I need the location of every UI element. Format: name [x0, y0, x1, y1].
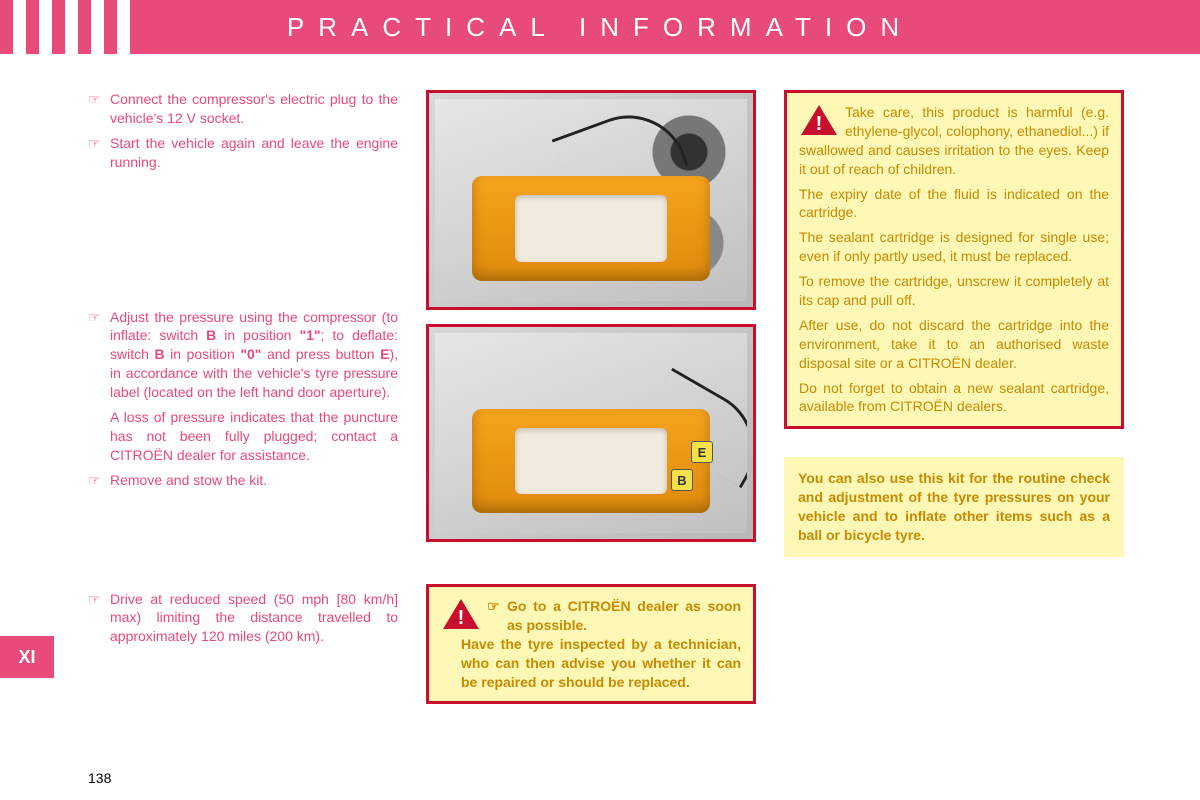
instruction-item: ☞ Adjust the pressure using the compress…	[88, 308, 398, 402]
figure-compressor-plug	[426, 90, 756, 310]
svg-text:!: !	[816, 113, 823, 135]
svg-text:!: !	[458, 607, 465, 629]
warning-paragraph: Do not forget to obtain a new sealant ca…	[799, 379, 1109, 417]
warning-paragraph: After use, do not discard the cartridge …	[799, 316, 1109, 373]
instruction-item: ☞ Connect the compressor's electric plug…	[88, 90, 398, 128]
right-column: ! Take care, this product is harmful (e.…	[784, 90, 1124, 760]
info-text: You can also use this kit for the routin…	[798, 470, 1110, 543]
instruction-text: Drive at reduced speed (50 mph [80 km/h]…	[110, 590, 398, 647]
warning-icon: !	[441, 597, 481, 631]
instruction-text: Start the vehicle again and leave the en…	[110, 134, 398, 172]
warning-paragraph: The sealant cartridge is designed for si…	[799, 228, 1109, 266]
pointer-icon: ☞	[88, 134, 110, 172]
pointer-icon: ☞	[88, 471, 110, 490]
content-area: ☞ Connect the compressor's electric plug…	[88, 90, 1140, 760]
warning-box-safety: ! Take care, this product is harmful (e.…	[784, 90, 1124, 429]
warning-icon: !	[799, 103, 839, 137]
left-column: ☞ Connect the compressor's electric plug…	[88, 90, 398, 760]
figure-compressor-controls: E B	[426, 324, 756, 542]
instruction-item: ☞ Drive at reduced speed (50 mph [80 km/…	[88, 590, 398, 647]
info-box-usage: You can also use this kit for the routin…	[784, 457, 1124, 557]
warning-paragraph: Take care, this product is harmful (e.g.…	[799, 103, 1109, 179]
pointer-icon: ☞	[88, 308, 110, 402]
instruction-followup: A loss of pressure indicates that the pu…	[110, 408, 398, 465]
decorative-stripes	[0, 0, 130, 54]
chapter-tab: XI	[0, 636, 54, 678]
warning-paragraph: The expiry date of the fluid is indicate…	[799, 185, 1109, 223]
middle-column: E B ! ☞ Go to a CITROËN dealer as soon a…	[426, 90, 756, 760]
instruction-text: Connect the compressor's electric plug t…	[110, 90, 398, 128]
instruction-text: Adjust the pressure using the compressor…	[110, 308, 398, 402]
pointer-icon: ☞	[88, 590, 110, 647]
pointer-icon: ☞	[88, 90, 110, 128]
instruction-item: ☞ Start the vehicle again and leave the …	[88, 134, 398, 172]
instruction-text: Remove and stow the kit.	[110, 471, 398, 490]
warning-followup: Have the tyre inspected by a technician,…	[461, 635, 741, 692]
instruction-item: ☞ Remove and stow the kit.	[88, 471, 398, 490]
header-banner: PRACTICAL INFORMATION	[0, 0, 1200, 54]
callout-label-e: E	[691, 441, 713, 463]
page-title: PRACTICAL INFORMATION	[287, 12, 913, 43]
callout-label-b: B	[671, 469, 693, 491]
warning-text: Go to a CITROËN dealer as soon as possib…	[507, 597, 741, 635]
warning-box-dealer: ! ☞ Go to a CITROËN dealer as soon as po…	[426, 584, 756, 704]
warning-paragraph: To remove the cartridge, unscrew it comp…	[799, 272, 1109, 310]
page-number: 138	[88, 770, 111, 786]
pointer-icon: ☞	[487, 597, 507, 635]
